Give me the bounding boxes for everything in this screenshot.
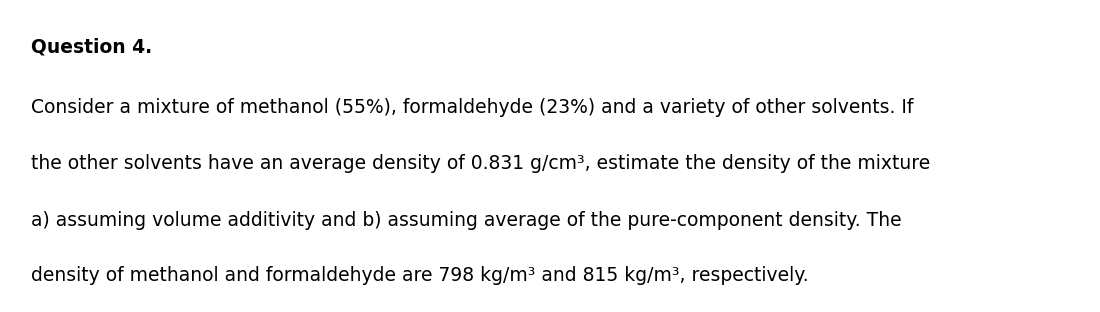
- Text: density of methanol and formaldehyde are 798 kg/m³ and 815 kg/m³, respectively.: density of methanol and formaldehyde are…: [31, 266, 808, 285]
- Text: Consider a mixture of methanol (55%), formaldehyde (23%) and a variety of other : Consider a mixture of methanol (55%), fo…: [31, 98, 913, 117]
- Text: a) assuming volume additivity and b) assuming average of the pure-component dens: a) assuming volume additivity and b) ass…: [31, 211, 901, 230]
- Text: Question 4.: Question 4.: [31, 37, 152, 56]
- Text: the other solvents have an average density of 0.831 g/cm³, estimate the density : the other solvents have an average densi…: [31, 154, 929, 173]
